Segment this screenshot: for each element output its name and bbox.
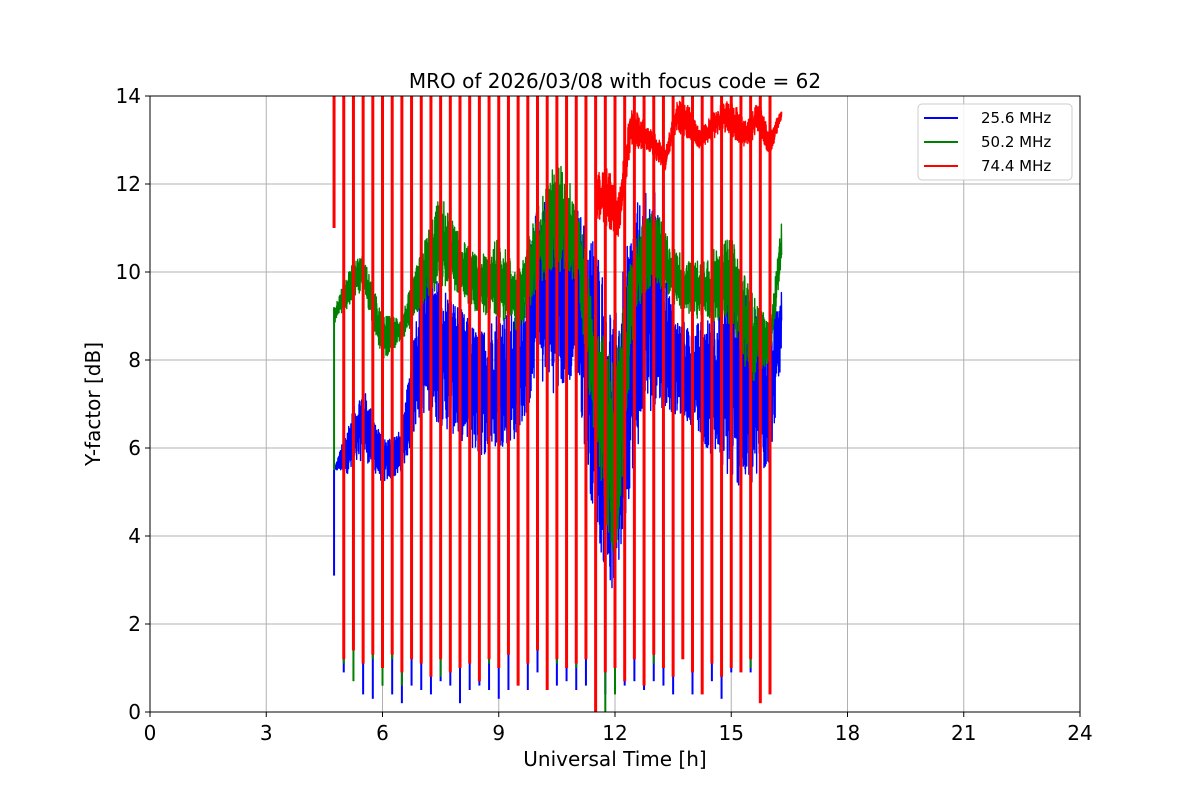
series-2-spike: [768, 96, 772, 695]
series-2-spike: [381, 96, 384, 668]
series-2-spike: [758, 96, 762, 704]
series-2-spike: [710, 96, 714, 664]
series-2-spike: [700, 96, 704, 695]
y-axis-label: Y-factor [dB]: [81, 342, 105, 467]
chart-title: MRO of 2026/03/08 with focus code = 62: [409, 69, 821, 93]
x-axis-label: Universal Time [h]: [523, 747, 706, 771]
series-2-spike: [632, 96, 636, 660]
series-2-spike: [536, 96, 539, 651]
series-2-spike: [584, 96, 588, 660]
x-tick-label: 21: [951, 721, 976, 745]
series-layer: [332, 96, 783, 712]
y-tick-label: 12: [116, 172, 141, 196]
legend-label-1: 50.2 MHz: [981, 133, 1051, 151]
series-2-spike: [720, 96, 724, 677]
series-2-spike: [487, 96, 491, 660]
series-2-spike: [749, 96, 753, 660]
legend-label-0: 25.6 MHz: [981, 109, 1051, 127]
series-2-spike: [574, 96, 578, 664]
x-tick-label: 6: [376, 721, 389, 745]
series-2-spike: [681, 96, 685, 660]
series-2-spike: [410, 96, 414, 660]
series-2-spike: [419, 96, 423, 664]
series-2-spike: [652, 96, 656, 655]
series-2-spike: [371, 96, 375, 655]
x-tick-label: 0: [144, 721, 157, 745]
x-tick-label: 12: [602, 721, 627, 745]
y-tick-label: 8: [128, 348, 141, 372]
y-tick-label: 2: [128, 612, 141, 636]
series-2-spike: [613, 96, 617, 668]
series-2-spike: [390, 96, 394, 655]
series-2-spike: [351, 96, 355, 651]
series-2-spike: [497, 96, 501, 668]
series-1-spike: [333, 307, 336, 470]
series-2-spike: [400, 96, 404, 673]
series-2-spike: [506, 96, 510, 655]
series-2-spike: [361, 96, 365, 664]
series-2-spike: [691, 96, 694, 673]
series-2-spike: [671, 96, 675, 677]
series-2-spike: [729, 96, 733, 668]
series-2-spike: [468, 96, 472, 664]
y-tick-label: 14: [116, 84, 141, 108]
series-0-spike: [333, 470, 336, 576]
x-tick-label: 15: [719, 721, 744, 745]
legend-label-2: 74.4 MHz: [981, 157, 1051, 175]
series-2-spike: [739, 96, 743, 673]
series-2-spike: [545, 96, 549, 690]
series-2-spike: [623, 96, 627, 682]
series-2-spike: [565, 96, 569, 668]
series-2-spike: [439, 96, 443, 660]
x-tick-label: 24: [1067, 721, 1092, 745]
series-2-spike: [342, 96, 346, 660]
legend: 25.6 MHz 50.2 MHz 74.4 MHz: [917, 103, 1073, 181]
x-tick-label: 18: [835, 721, 860, 745]
x-tick-label: 9: [492, 721, 505, 745]
series-2-spike: [429, 96, 433, 677]
series-2-spike: [458, 96, 462, 668]
series-2-spike: [603, 96, 607, 673]
series-2-spike: [526, 96, 530, 664]
legend-box: [917, 103, 1073, 181]
series-2-spike: [477, 96, 481, 682]
series-2-spike: [332, 96, 336, 228]
y-tick-label: 0: [128, 700, 141, 724]
y-tick-label: 6: [128, 436, 141, 460]
series-2-spike: [594, 96, 598, 712]
y-tick-label: 10: [116, 260, 141, 284]
series-2-spike: [642, 96, 646, 686]
series-2-spike: [448, 96, 452, 673]
y-tick-label: 4: [128, 524, 141, 548]
series-2-spike: [661, 96, 665, 668]
series-2-spike: [516, 96, 520, 686]
x-tick-label: 3: [260, 721, 273, 745]
series-2-spike: [555, 96, 559, 660]
